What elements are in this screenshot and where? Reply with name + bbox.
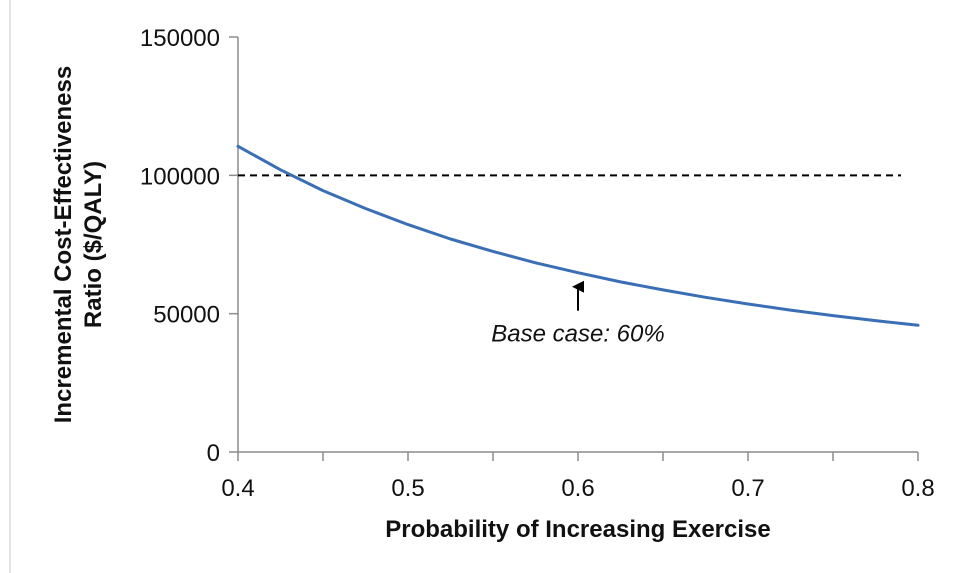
y-tick-label: 50000 bbox=[153, 302, 220, 329]
series-line bbox=[236, 144, 920, 327]
annotation-label: Base case: 60% bbox=[491, 321, 664, 348]
x-tick-label: 0.5 bbox=[391, 475, 424, 502]
y-tick-label: 100000 bbox=[140, 163, 220, 190]
series-group bbox=[236, 144, 920, 327]
x-tick-label: 0.8 bbox=[901, 475, 934, 502]
x-tick-label: 0.7 bbox=[731, 475, 764, 502]
y-tick-label: 150000 bbox=[140, 25, 220, 52]
y-axis-title: Incremental Cost-Effectiveness Ratio ($/Q… bbox=[50, 66, 107, 423]
annotations-group: Base case: 60% bbox=[491, 280, 665, 348]
axes: 0 50000 100000 150000 0.4 0.5 0.6 0.7 0.8 bbox=[140, 25, 935, 502]
x-tick-label: 0.6 bbox=[561, 475, 594, 502]
x-tick-label: 0.4 bbox=[221, 475, 254, 502]
x-axis-title: Probability of Increasing Exercise bbox=[385, 516, 770, 543]
y-axis-title-line: Incremental Cost-Effectiveness bbox=[50, 66, 77, 423]
y-axis-title-line: Ratio ($/QALY) bbox=[80, 161, 107, 328]
y-tick-label: 0 bbox=[207, 440, 220, 467]
labels-group: Probability of Increasing Exercise Increm… bbox=[50, 66, 771, 543]
